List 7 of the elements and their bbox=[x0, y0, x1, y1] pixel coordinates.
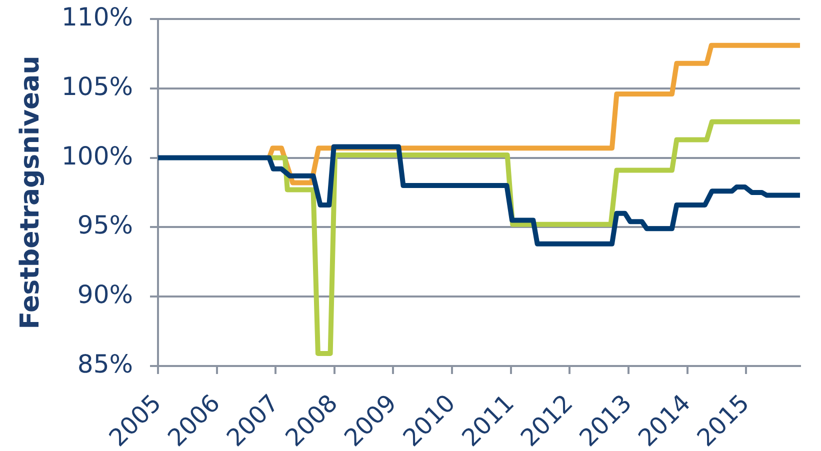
y-tick-label: 95% bbox=[77, 210, 133, 240]
y-tick-label: 105% bbox=[62, 72, 133, 101]
y-tick-label: 110% bbox=[62, 2, 133, 32]
y-tick-label: 85% bbox=[77, 350, 133, 378]
y-tick-label: 90% bbox=[77, 280, 133, 310]
y-axis-title: Festbetragsniveau bbox=[15, 56, 46, 330]
y-tick-label: 100% bbox=[62, 141, 133, 170]
